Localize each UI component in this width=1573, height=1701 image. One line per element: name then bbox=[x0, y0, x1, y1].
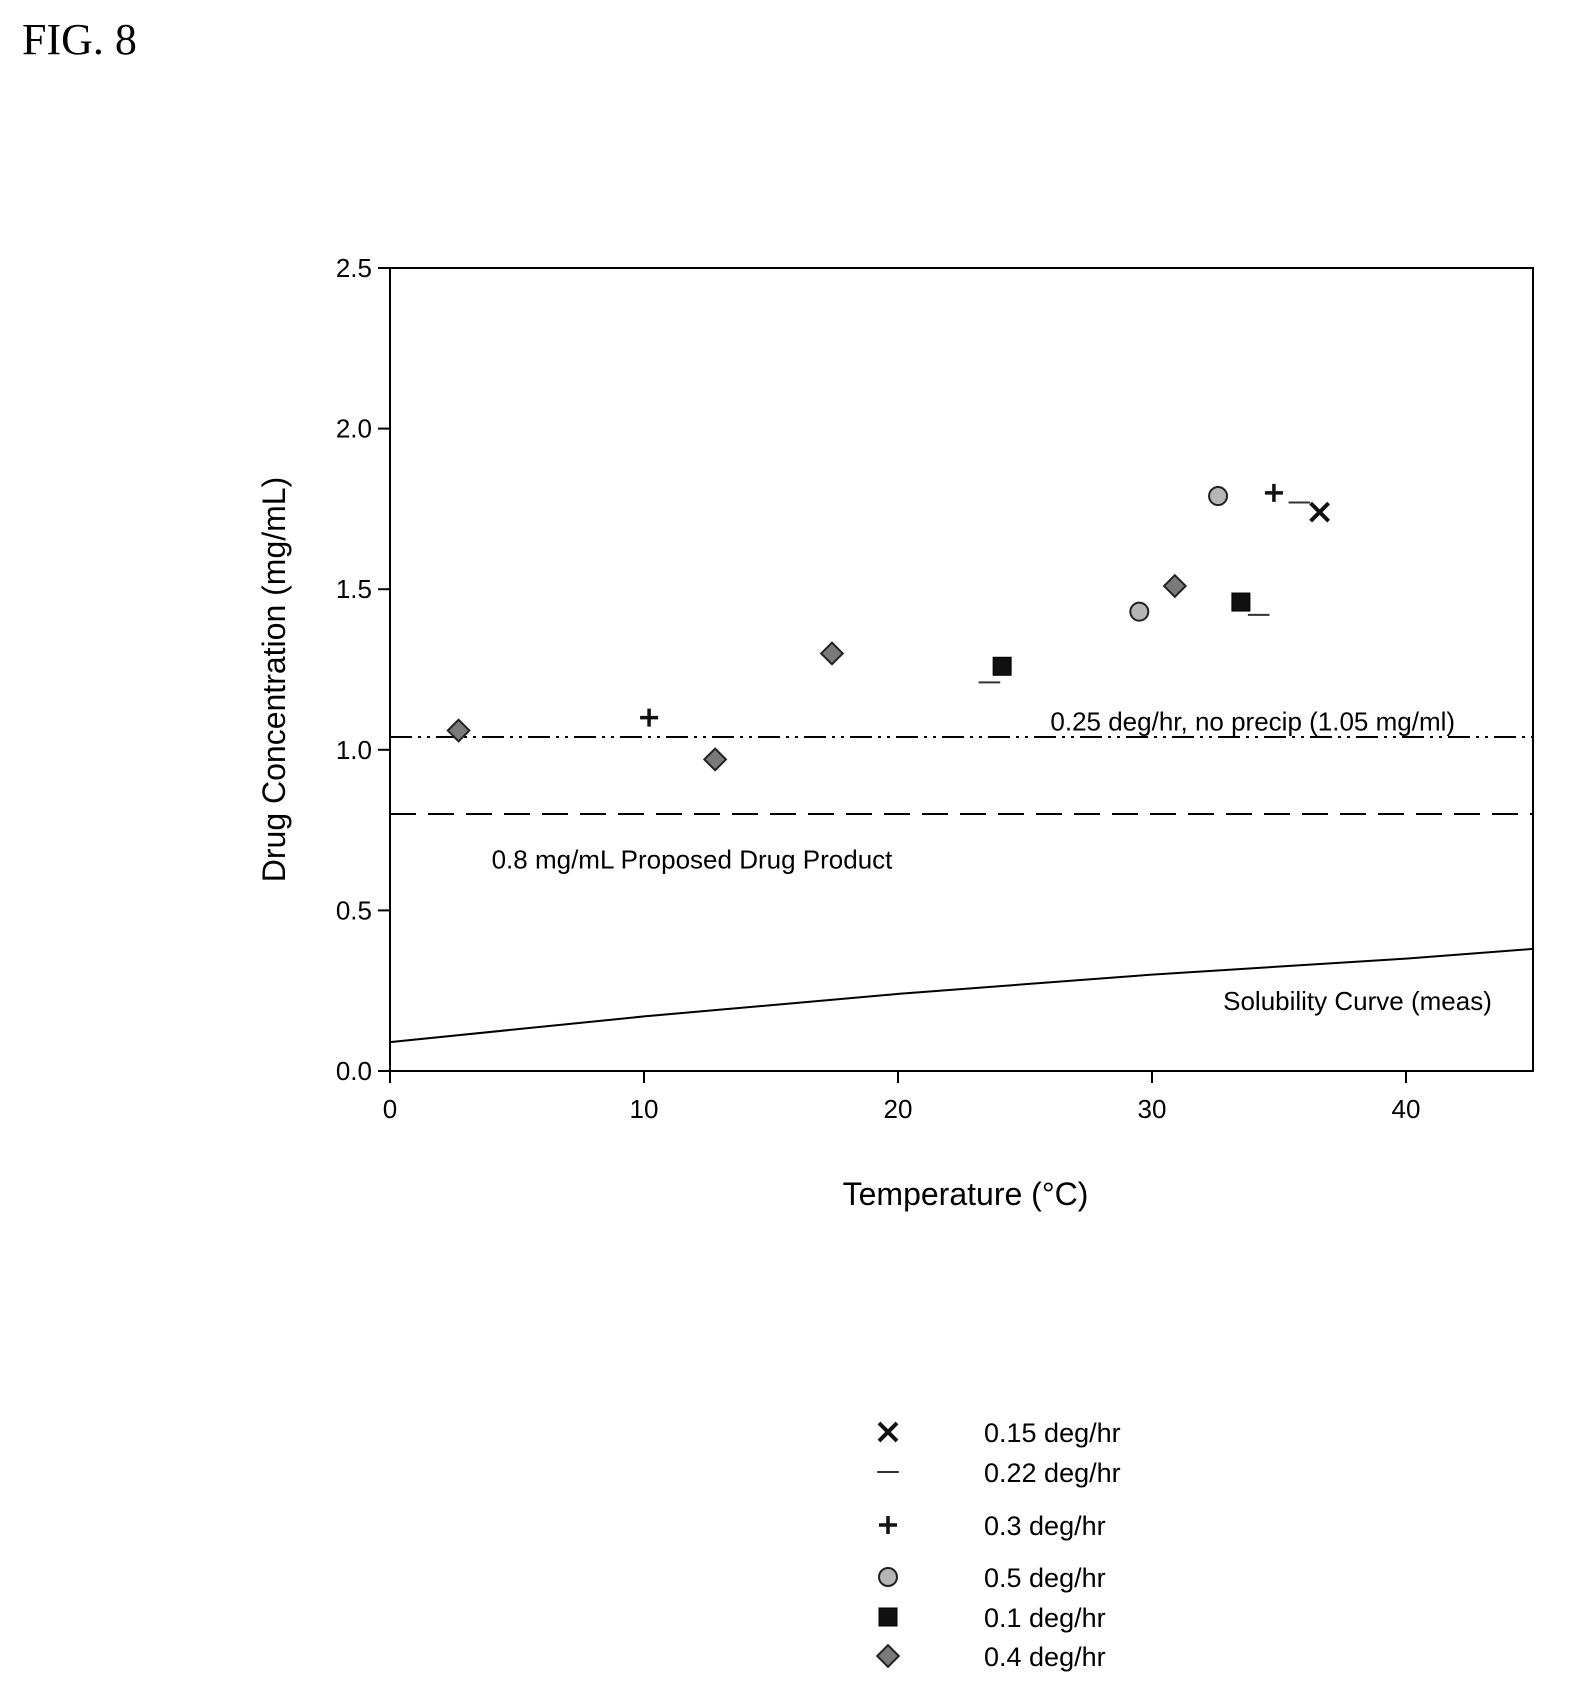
annotation-2: Solubility Curve (meas) bbox=[1223, 986, 1492, 1016]
data-point-s0-p0 bbox=[1309, 501, 1331, 523]
data-point-s3-p1 bbox=[1208, 486, 1229, 507]
data-point-s5-p3 bbox=[1162, 573, 1188, 599]
figure-label: FIG. 8 bbox=[22, 15, 137, 64]
data-points bbox=[446, 483, 1331, 772]
data-point-s5-p1 bbox=[702, 747, 728, 772]
legend-item-5: 0.4 deg/hr bbox=[875, 1642, 1106, 1672]
x-tick-label: 0 bbox=[383, 1094, 397, 1124]
data-point-s5-p2 bbox=[819, 641, 845, 666]
data-point-s5-p0 bbox=[446, 718, 471, 743]
annotation-1: 0.8 mg/mL Proposed Drug Product bbox=[492, 845, 894, 875]
y-tick-label: 2.0 bbox=[336, 414, 372, 444]
legend-label-5: 0.4 deg/hr bbox=[984, 1642, 1106, 1672]
annotations: 0.25 deg/hr, no precip (1.05 mg/ml) 0.8 m… bbox=[492, 707, 1492, 1016]
legend-marker-5 bbox=[875, 1643, 901, 1669]
data-point-s4-p1 bbox=[1231, 592, 1251, 612]
y-tick-label: 1.5 bbox=[336, 574, 372, 604]
y-axis-title: Drug Concentration (mg/mL) bbox=[256, 477, 292, 882]
legend-item-1: 0.22 deg/hr bbox=[877, 1458, 1121, 1488]
x-tick-label: 10 bbox=[630, 1094, 659, 1124]
data-point-s4-p0 bbox=[992, 656, 1012, 676]
legend: 0.15 deg/hr 0.22 deg/hr 0.3 deg/hr 0.5 deg/… bbox=[875, 1418, 1121, 1672]
legend-label-3: 0.5 deg/hr bbox=[984, 1563, 1106, 1593]
x-tick-label: 20 bbox=[884, 1094, 913, 1124]
y-tick-label: 0.5 bbox=[336, 895, 372, 925]
legend-label-4: 0.1 deg/hr bbox=[984, 1603, 1106, 1633]
x-tick-label: 30 bbox=[1138, 1094, 1167, 1124]
y-tick-label: 2.5 bbox=[336, 253, 372, 283]
legend-item-0: 0.15 deg/hr bbox=[877, 1418, 1121, 1448]
legend-label-0: 0.15 deg/hr bbox=[984, 1418, 1121, 1448]
data-point-s2-p1 bbox=[1264, 483, 1283, 502]
x-tick-label: 40 bbox=[1392, 1094, 1421, 1124]
legend-item-3: 0.5 deg/hr bbox=[878, 1563, 1106, 1593]
y-tick-label: 0.0 bbox=[336, 1056, 372, 1086]
legend-label-1: 0.22 deg/hr bbox=[984, 1458, 1121, 1488]
legend-marker-3 bbox=[878, 1567, 898, 1587]
reference-lines bbox=[389, 736, 1534, 1044]
legend-marker-2 bbox=[879, 1516, 897, 1534]
legend-marker-0 bbox=[877, 1421, 899, 1443]
plot-frame bbox=[389, 267, 1534, 1072]
data-point-s3-p0 bbox=[1129, 601, 1150, 622]
annotation-0: 0.25 deg/hr, no precip (1.05 mg/ml) bbox=[1050, 707, 1455, 737]
legend-item-4: 0.1 deg/hr bbox=[878, 1603, 1106, 1633]
reference-line-2 bbox=[389, 947, 1534, 1044]
legend-item-2: 0.3 deg/hr bbox=[879, 1511, 1106, 1541]
y-tick-label: 1.0 bbox=[336, 735, 372, 765]
axes: 0 10 20 30 40 0.0 0.5 1.0 1.5 2.0 2.5 Temperature (… bbox=[256, 253, 1420, 1212]
x-axis-title: Temperature (°C) bbox=[843, 1176, 1089, 1212]
legend-marker-4 bbox=[878, 1607, 898, 1627]
legend-label-2: 0.3 deg/hr bbox=[984, 1511, 1106, 1541]
data-point-s2-p0 bbox=[640, 708, 659, 727]
